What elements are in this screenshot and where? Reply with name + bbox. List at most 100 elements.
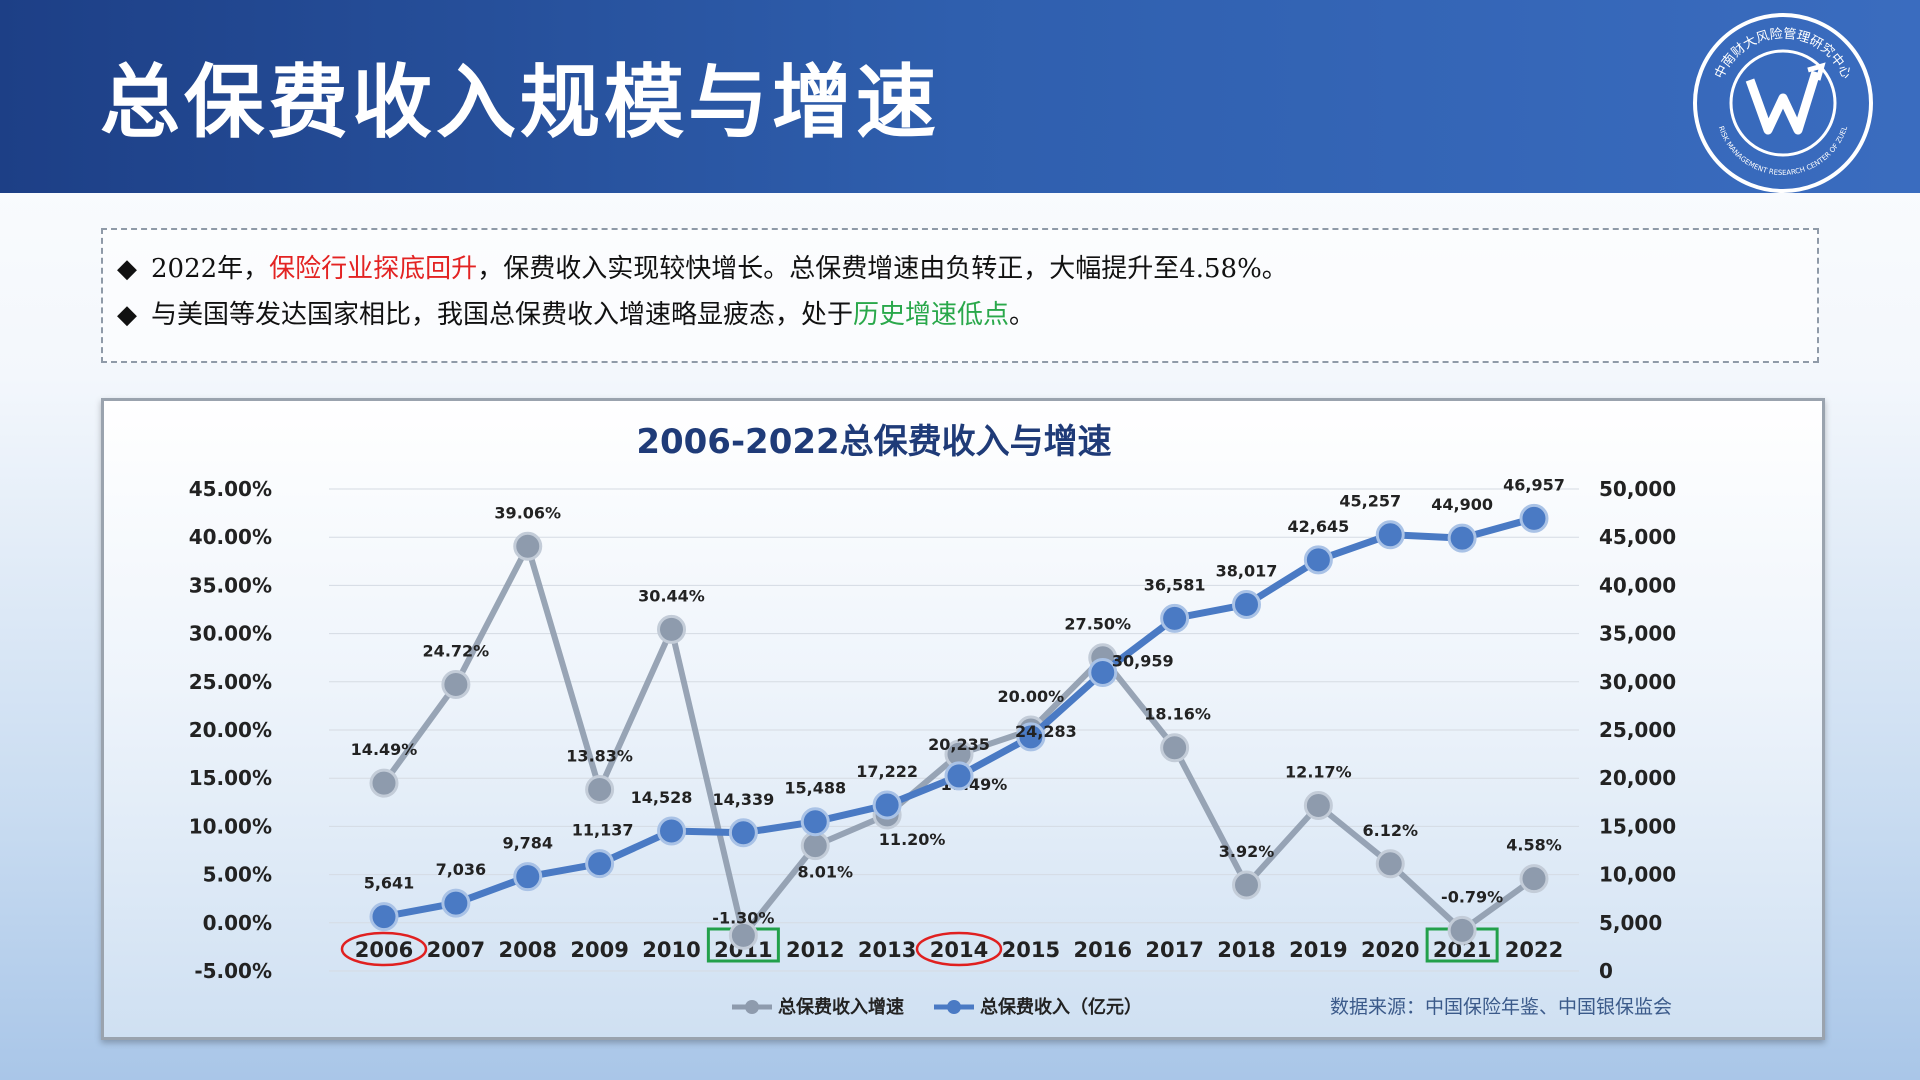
growth-data-label: 3.92%	[1219, 842, 1275, 861]
data-source: 数据来源：中国保险年鉴、中国银保监会	[1330, 996, 1672, 1018]
premium-point	[657, 816, 686, 846]
y-right-tick-label: 5,000	[1599, 911, 1662, 935]
premium-point	[1519, 503, 1549, 533]
growth-point	[1160, 733, 1190, 763]
y-right-tick-label: 30,000	[1599, 670, 1676, 694]
premium-data-label: 36,581	[1144, 575, 1206, 594]
highlight-ellipse-2006	[340, 931, 428, 967]
note-line-1: ◆ 2022年，保险行业探底回升，保费收入实现较快增长。总保费增速由负转正，大幅提…	[117, 254, 1288, 284]
growth-point	[1519, 864, 1549, 894]
premium-point	[369, 902, 399, 932]
y-left-tick-label: 30.00%	[189, 622, 272, 646]
y-right-tick-label: 0	[1599, 959, 1613, 983]
premium-point	[1088, 658, 1118, 688]
diamond-bullet-icon: ◆	[117, 254, 137, 284]
logo-ring-text: 中南财大风险管理研究中心	[1712, 27, 1854, 82]
y-left-tick-label: 10.00%	[189, 814, 272, 838]
premium-point	[800, 807, 830, 837]
x-tick-label: 2018	[1217, 938, 1275, 962]
premium-data-label: 7,036	[436, 860, 487, 879]
growth-data-label: 18.16%	[1144, 705, 1211, 724]
x-tick-label: 2007	[427, 938, 485, 962]
y-left-tick-label: 15.00%	[189, 766, 272, 790]
x-tick-label: 2008	[499, 938, 557, 962]
y-left-tick-label: 45.00%	[189, 477, 272, 501]
y-left-tick-label: -5.00%	[194, 959, 272, 983]
premium-point	[513, 862, 543, 892]
chart-legend: 总保费收入增速 总保费收入（亿元）	[732, 996, 1142, 1018]
x-tick-label: 2015	[1002, 938, 1060, 962]
chart-panel: 2006-2022总保费收入与增速 -5.00% 0.00% 5.00% 10.00%…	[101, 398, 1825, 1040]
premium-data-label: 30,959	[1112, 652, 1174, 671]
growth-data-label: 30.44%	[638, 586, 705, 605]
premium-point	[872, 790, 902, 820]
growth-data-label: 6.12%	[1362, 821, 1418, 840]
highlight-ellipse-2014	[915, 931, 1003, 967]
growth-point	[657, 614, 686, 644]
diamond-bullet-icon: ◆	[117, 300, 137, 330]
y-right-tick-label: 25,000	[1599, 718, 1676, 742]
y-left-tick-label: 20.00%	[189, 718, 272, 742]
premium-data-label: 46,957	[1503, 475, 1565, 494]
growth-point	[1447, 915, 1477, 945]
y-left-tick-label: 40.00%	[189, 525, 272, 549]
x-tick-label: 2022	[1505, 938, 1563, 962]
premium-line	[383, 514, 1535, 921]
y-right-tick-label: 45,000	[1599, 525, 1676, 549]
legend-growth-marker	[745, 1000, 759, 1014]
growth-data-label: -1.30%	[712, 908, 774, 927]
premium-data-label: 14,528	[631, 788, 693, 807]
premium-point	[585, 849, 615, 879]
growth-point	[513, 531, 543, 561]
x-tick-label: 2019	[1289, 938, 1347, 962]
header-banner: 总保费收入规模与增速 中南财大风险管理研究中心 RISK MANAGEMENT …	[0, 0, 1920, 193]
y-left-tick-label: 35.00%	[189, 573, 272, 597]
y-right-tick-label: 40,000	[1599, 573, 1676, 597]
y-right-tick-label: 35,000	[1599, 622, 1676, 646]
premium-point	[1303, 545, 1333, 575]
highlight-recovery: 保险行业探底回升	[269, 254, 478, 284]
premium-data-label: 5,641	[364, 874, 415, 893]
premium-point	[1447, 523, 1477, 553]
x-tick-label: 2013	[858, 938, 916, 962]
summary-notes: ◆ 2022年，保险行业探底回升，保费收入实现较快增长。总保费增速由负转正，大幅提…	[101, 228, 1819, 363]
y-left-tick-label: 25.00%	[189, 670, 272, 694]
growth-data-label: 8.01%	[797, 863, 853, 882]
legend-premium-marker	[947, 1000, 961, 1014]
legend-premium-label: 总保费收入（亿元）	[980, 996, 1142, 1018]
legend-growth-label: 总保费收入增速	[778, 996, 904, 1018]
y-right-tick-label: 15,000	[1599, 814, 1676, 838]
x-tick-label: 2010	[642, 938, 700, 962]
premium-point	[1016, 722, 1046, 752]
growth-data-label: 13.83%	[566, 746, 633, 765]
premium-chart: 2006-2022总保费收入与增速 -5.00% 0.00% 5.00% 10.00%…	[189, 422, 1677, 1018]
note-line-2: ◆ 与美国等发达国家相比，我国总保费收入增速略显疲态，处于历史增速低点。	[117, 300, 1036, 330]
x-tick-label: 2016	[1074, 938, 1132, 962]
premium-data-label: 45,257	[1339, 492, 1401, 511]
x-tick-label: 2009	[570, 938, 628, 962]
logo-ring-text-en: RISK MANAGEMENT RESEARCH CENTER OF ZUEL	[1717, 125, 1849, 177]
growth-data-label: -0.79%	[1441, 887, 1503, 906]
growth-point	[800, 831, 830, 861]
y-left-tick-label: 5.00%	[203, 863, 272, 887]
premium-point	[1232, 590, 1261, 620]
y-right-tick-label: 50,000	[1599, 477, 1676, 501]
x-tick-label: 2014	[930, 938, 988, 962]
growth-point	[441, 669, 471, 699]
growth-data-label: 27.50%	[1064, 615, 1131, 634]
premium-point	[1375, 520, 1405, 550]
x-tick-label: 2006	[355, 938, 413, 962]
page-title: 总保费收入规模与增速	[100, 56, 940, 149]
growth-point	[1375, 849, 1405, 879]
x-tick-label: 2020	[1361, 938, 1419, 962]
x-tick-label: 2017	[1145, 938, 1203, 962]
x-tick-label: 2012	[786, 938, 844, 962]
y-right-tick-label: 10,000	[1599, 863, 1676, 887]
premium-data-label: 24,283	[1015, 722, 1077, 741]
growth-data-label: 4.58%	[1506, 836, 1562, 855]
premium-point	[944, 761, 974, 791]
logo-mark-icon	[1745, 70, 1821, 135]
growth-point	[1232, 870, 1261, 900]
growth-point	[585, 774, 615, 804]
premium-data-label: 42,645	[1288, 517, 1350, 536]
